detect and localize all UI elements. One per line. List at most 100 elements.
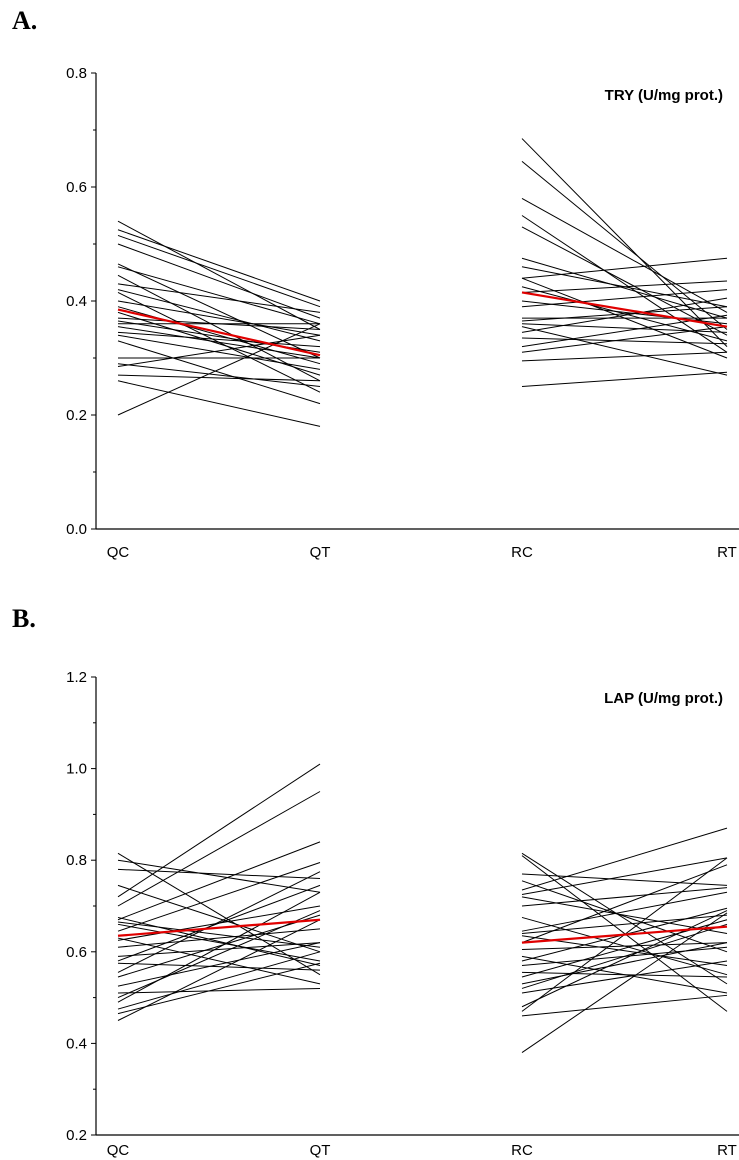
y-tick-label: 0.8 bbox=[66, 852, 87, 869]
individual-line bbox=[117, 891, 321, 1003]
individual-line bbox=[521, 337, 728, 345]
individual-line bbox=[117, 862, 321, 932]
individual-line bbox=[117, 919, 321, 1021]
individual-line bbox=[521, 197, 728, 313]
individual-line bbox=[521, 138, 728, 347]
individual-line bbox=[117, 937, 321, 985]
individual-line bbox=[117, 916, 321, 967]
individual-line bbox=[117, 220, 321, 330]
chart-lap: 0.2 0.4 0.6 0.8 1.0 1.2 QC QT RC RT LAP (U/mg prot… bbox=[66, 669, 739, 1159]
individual-line bbox=[117, 928, 321, 948]
individual-line bbox=[521, 160, 728, 330]
individual-line bbox=[117, 229, 321, 302]
individual-line bbox=[521, 942, 728, 985]
individual-line bbox=[117, 374, 321, 382]
individual-line bbox=[521, 257, 728, 319]
panel-label-a: A. bbox=[12, 6, 38, 35]
individual-line bbox=[117, 266, 321, 325]
individual-line bbox=[521, 912, 728, 1053]
individual-line bbox=[521, 297, 728, 333]
individual-line bbox=[117, 962, 321, 971]
individual-line bbox=[521, 855, 728, 1012]
individual-line bbox=[521, 971, 728, 978]
individual-line bbox=[521, 960, 728, 994]
individual-line bbox=[521, 887, 728, 907]
x-tick-label: QT bbox=[310, 544, 331, 561]
individual-line bbox=[521, 914, 728, 934]
individual-line bbox=[117, 334, 321, 368]
individual-line bbox=[117, 884, 321, 962]
y-tick-label: 0.4 bbox=[66, 293, 87, 310]
individual-line bbox=[117, 363, 321, 387]
mean-line bbox=[521, 291, 728, 328]
x-tick-label: QC bbox=[107, 544, 130, 561]
individual-line bbox=[117, 859, 321, 893]
panel-label-b: B. bbox=[12, 604, 36, 633]
y-tick-label: 0.2 bbox=[66, 1127, 87, 1144]
individual-line bbox=[521, 994, 728, 1017]
y-tick-label: 0.4 bbox=[66, 1035, 87, 1052]
individual-line bbox=[117, 289, 321, 342]
individual-line bbox=[117, 283, 321, 313]
individual-line bbox=[117, 987, 321, 994]
y-tick-label: 0.2 bbox=[66, 407, 87, 424]
individual-line bbox=[521, 289, 728, 308]
individual-line bbox=[117, 340, 321, 405]
individual-line bbox=[521, 226, 728, 336]
individual-line bbox=[117, 300, 321, 336]
individual-line bbox=[521, 910, 728, 1008]
individual-line bbox=[117, 311, 321, 376]
x-tick-label: QC bbox=[107, 1142, 130, 1159]
individual-line bbox=[521, 351, 728, 362]
individual-line bbox=[117, 923, 321, 962]
y-tick-label: 0.0 bbox=[66, 521, 87, 538]
x-tick-label: QT bbox=[310, 1142, 331, 1159]
individual-line bbox=[117, 763, 321, 898]
individual-line bbox=[117, 910, 321, 999]
chart-title: TRY (U/mg prot.) bbox=[605, 87, 723, 104]
individual-line bbox=[521, 371, 728, 387]
mean-line bbox=[117, 308, 321, 357]
chart-try: 0.0 0.2 0.4 0.6 0.8 QC QT RC RT TRY (U/mg prot.) bbox=[66, 65, 739, 561]
individual-line bbox=[117, 852, 321, 976]
mean-line bbox=[521, 925, 728, 944]
individual-line bbox=[117, 962, 321, 1015]
individual-line bbox=[117, 326, 321, 359]
chart-title: LAP (U/mg prot.) bbox=[604, 690, 723, 707]
individual-line bbox=[521, 827, 728, 891]
individual-line bbox=[521, 326, 728, 376]
individual-line bbox=[117, 263, 321, 359]
individual-line bbox=[117, 331, 321, 348]
x-tick-label: RC bbox=[511, 544, 533, 561]
individual-line bbox=[521, 257, 728, 279]
x-tick-label: RT bbox=[717, 544, 737, 561]
individual-line bbox=[117, 323, 321, 416]
individual-line bbox=[117, 871, 321, 973]
individual-line bbox=[521, 880, 728, 953]
individual-line bbox=[521, 864, 728, 944]
individual-line bbox=[521, 326, 728, 353]
y-tick-label: 0.6 bbox=[66, 179, 87, 196]
individual-line bbox=[117, 921, 321, 948]
x-tick-label: RT bbox=[717, 1142, 737, 1159]
y-tick-label: 0.6 bbox=[66, 944, 87, 961]
y-tick-label: 1.0 bbox=[66, 761, 87, 778]
y-tick-label: 0.8 bbox=[66, 65, 87, 82]
individual-line bbox=[117, 951, 321, 1010]
individual-line bbox=[521, 852, 728, 985]
individual-line bbox=[117, 868, 321, 880]
individual-line bbox=[521, 891, 728, 932]
individual-line bbox=[521, 215, 728, 353]
x-tick-label: RC bbox=[511, 1142, 533, 1159]
mean-line bbox=[117, 918, 321, 937]
individual-line bbox=[117, 334, 321, 370]
individual-line bbox=[117, 942, 321, 987]
individual-line bbox=[521, 306, 728, 322]
individual-line bbox=[117, 942, 321, 957]
individual-line bbox=[521, 857, 728, 896]
y-tick-label: 1.2 bbox=[66, 669, 87, 686]
individual-line bbox=[117, 243, 321, 319]
individual-line bbox=[117, 234, 321, 308]
individual-line bbox=[521, 280, 728, 293]
individual-line bbox=[117, 380, 321, 427]
